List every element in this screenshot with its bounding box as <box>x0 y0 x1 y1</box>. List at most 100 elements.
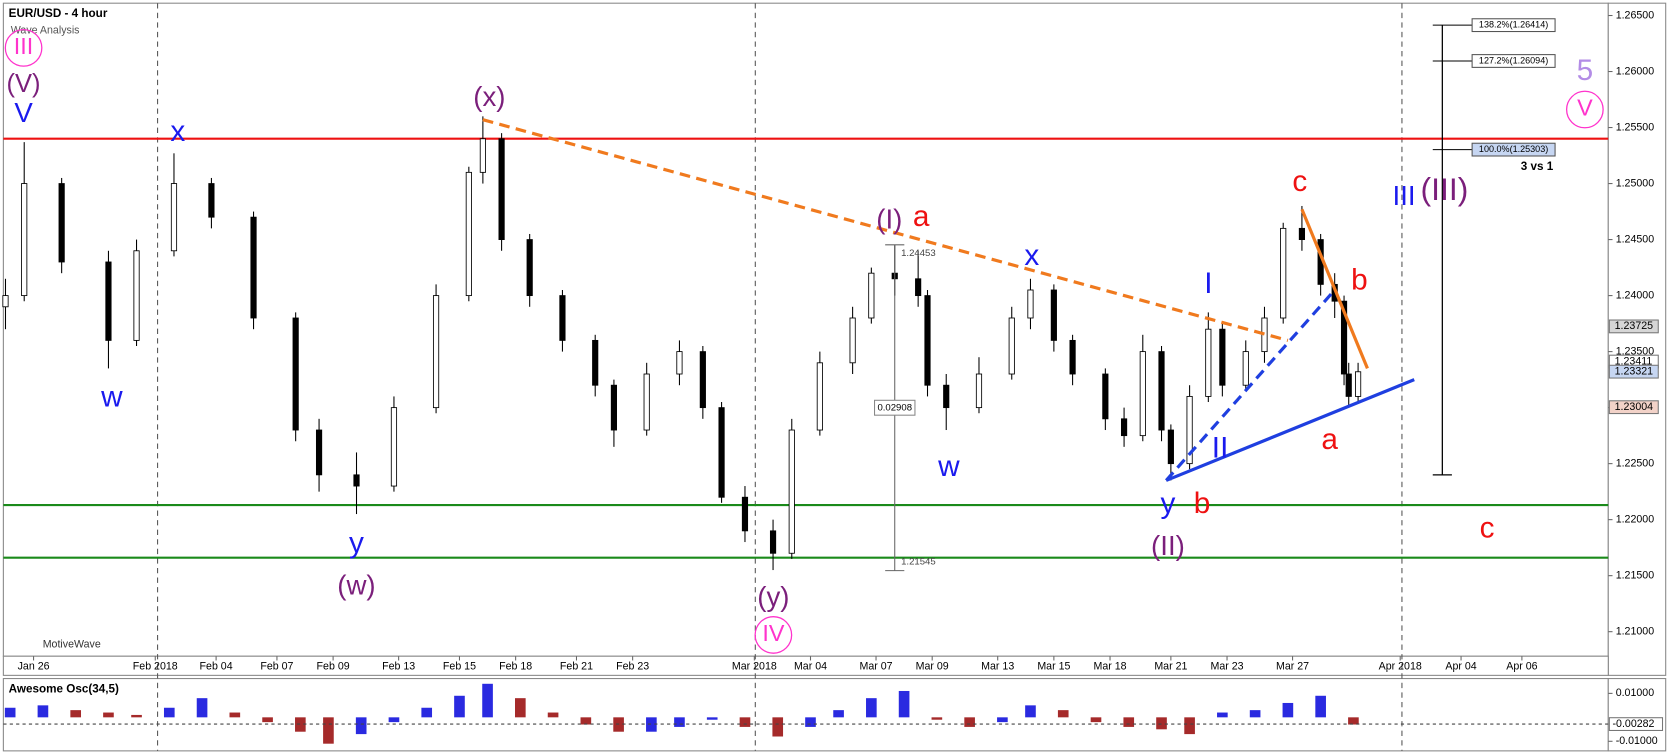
wave-label: c <box>1480 512 1495 545</box>
osc-bar <box>547 712 559 718</box>
x-tick-label: Mar 27 <box>1276 661 1309 673</box>
x-tick-label: Feb 23 <box>616 661 649 673</box>
x-tick-label: Apr 2018 <box>1379 661 1422 673</box>
candle-body <box>592 339 599 386</box>
wave-label: II <box>1212 432 1229 465</box>
chart-title: EUR/USD - 4 hour <box>9 7 108 20</box>
candle-body <box>58 183 65 263</box>
candle-body <box>816 362 823 431</box>
candle-body <box>315 429 323 476</box>
x-tick-label: Mar 21 <box>1154 661 1187 673</box>
wave-label: (w) <box>337 569 375 600</box>
measure-label: 0.02908 <box>877 402 912 413</box>
y-tick-label: 1.24000 <box>1616 289 1654 301</box>
x-tick-label: Feb 2018 <box>133 661 178 673</box>
candle-body <box>718 407 725 498</box>
candle-body <box>105 261 112 341</box>
candle-body <box>1069 339 1076 375</box>
osc-bar <box>388 717 400 723</box>
plot-frame <box>2 2 1609 657</box>
x-tick-label: Mar 15 <box>1037 661 1070 673</box>
fib-label: 127.2%(1.26094) <box>1479 55 1548 65</box>
wave-label: a <box>1321 423 1338 456</box>
candle-body <box>559 295 566 341</box>
y-tick-label: -0.01000 <box>1616 735 1658 747</box>
x-tick-label: Mar 2018 <box>732 661 777 673</box>
candle-body <box>699 351 706 409</box>
wave-circle <box>4 28 43 67</box>
wave-label: III <box>1393 180 1416 211</box>
candle-body <box>390 407 398 487</box>
candle-body <box>1219 328 1226 386</box>
x-tick-label: Mar 13 <box>981 661 1014 673</box>
candle-body <box>479 138 486 173</box>
measure-label: 1.21545 <box>901 557 936 568</box>
osc-bar <box>1217 712 1228 718</box>
y-tick-label: 1.26500 <box>1616 9 1654 21</box>
osc-bar <box>262 717 273 723</box>
osc-bar <box>1315 695 1326 718</box>
osc-bar <box>1249 710 1261 718</box>
candle-body <box>676 351 683 375</box>
candle-body <box>741 496 749 532</box>
osc-bar <box>646 717 657 732</box>
candle-body <box>170 183 178 252</box>
osc-bar <box>1057 710 1069 718</box>
candle-body <box>208 183 215 218</box>
y-tick-label: 0.01000 <box>1616 687 1654 699</box>
candle-body <box>2 295 9 308</box>
candle-body <box>1027 289 1034 319</box>
osc-bar <box>833 710 844 718</box>
osc-bar <box>866 698 877 718</box>
candle-body <box>975 373 983 409</box>
x-tick-label: Feb 18 <box>499 661 532 673</box>
x-tick-label: Feb 21 <box>560 661 593 673</box>
trend-line <box>1165 378 1415 482</box>
price-axis <box>1607 2 1667 676</box>
x-tick-label: Mar 23 <box>1211 661 1244 673</box>
osc-bar <box>898 690 910 718</box>
osc-bar <box>1156 717 1167 730</box>
fib-box <box>1471 54 1556 68</box>
candle-body <box>1120 418 1128 437</box>
candle-body <box>849 317 856 364</box>
osc-bar <box>295 717 306 732</box>
x-tick-label: Feb 09 <box>317 661 350 673</box>
candle-body <box>788 429 795 554</box>
wave-label: a <box>913 200 930 233</box>
osc-axis <box>1607 678 1667 752</box>
y-tick-label: 1.25000 <box>1616 177 1654 189</box>
price-tag-label: 1.23004 <box>1615 401 1653 413</box>
candle-body <box>1050 289 1057 341</box>
candle-body <box>1186 395 1193 465</box>
x-tick-label: Mar 18 <box>1093 661 1126 673</box>
y-tick-label: 1.21000 <box>1616 625 1654 637</box>
wave-label: y <box>1161 487 1176 520</box>
candle-body <box>643 373 650 431</box>
osc-current-label: -0.00282 <box>1613 718 1655 730</box>
candle-body <box>1340 300 1348 375</box>
price-tag <box>1608 364 1659 379</box>
osc-bar <box>1184 717 1195 735</box>
candle-body <box>465 171 472 297</box>
y-tick-label: 1.24500 <box>1616 233 1654 245</box>
osc-bar <box>931 717 943 720</box>
y-tick-label: 1.22000 <box>1616 513 1654 525</box>
osc-bar <box>1123 717 1135 727</box>
osc-bar <box>355 717 367 735</box>
candle-body <box>1280 227 1287 319</box>
x-tick-label: Feb 04 <box>200 661 233 673</box>
price-tag <box>1608 400 1659 415</box>
osc-bar <box>1282 702 1294 718</box>
x-tick-label: Apr 06 <box>1506 661 1537 673</box>
x-tick-label: Mar 04 <box>794 661 827 673</box>
wave-label: III <box>14 33 33 59</box>
osc-bar <box>805 717 816 727</box>
wave-label: (x) <box>473 81 505 112</box>
candle-body <box>943 384 950 409</box>
fib-box <box>1471 18 1556 33</box>
osc-bar <box>739 717 751 727</box>
candle-body <box>292 317 299 431</box>
